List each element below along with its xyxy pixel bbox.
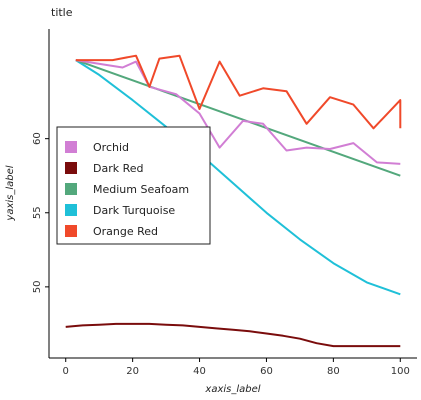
legend-swatch-orange-red	[65, 225, 77, 237]
x-tick-label: 60	[260, 366, 273, 377]
legend-swatch-dark-turquoise	[65, 204, 77, 216]
x-tick-label: 100	[391, 366, 410, 377]
series-line-dark-turquoise	[75, 59, 401, 296]
chart-title: title	[51, 6, 73, 19]
x-tick-label: 20	[126, 366, 139, 377]
y-tick-label: 60	[32, 132, 43, 145]
legend-label-dark-turquoise: Dark Turquoise	[93, 204, 175, 217]
x-tick-label: 0	[63, 366, 69, 377]
legend-swatch-medium-seafoam	[65, 183, 77, 195]
series-layer	[65, 54, 402, 348]
series-line-orange-red	[75, 54, 402, 130]
legend: Orchid Dark Red Medium Seafoam Dark Turquoi…	[56, 126, 211, 245]
y-axis-title: yaxis_label	[5, 165, 16, 221]
legend-swatch-dark-red	[65, 162, 77, 174]
series-line-medium-seafoam	[75, 59, 401, 177]
series-line-dark-red	[65, 322, 401, 348]
x-axis-title: xaxis_label	[204, 384, 260, 395]
x-tick-label: 80	[327, 366, 340, 377]
legend-label-dark-red: Dark Red	[93, 162, 144, 175]
y-ticks: 50 55 60	[32, 132, 49, 293]
series-line-orchid	[75, 59, 401, 165]
legend-label-orange-red: Orange Red	[93, 225, 158, 238]
x-ticks: 0 20 40 60 80 100	[63, 358, 410, 377]
axes	[48, 29, 417, 359]
x-tick-label: 40	[193, 366, 206, 377]
y-tick-label: 50	[32, 280, 43, 293]
legend-swatch-orchid	[65, 141, 77, 153]
legend-label-orchid: Orchid	[93, 141, 129, 154]
y-tick-label: 55	[32, 206, 43, 219]
legend-label-medium-seafoam: Medium Seafoam	[93, 183, 189, 196]
legend-box	[56, 126, 211, 245]
